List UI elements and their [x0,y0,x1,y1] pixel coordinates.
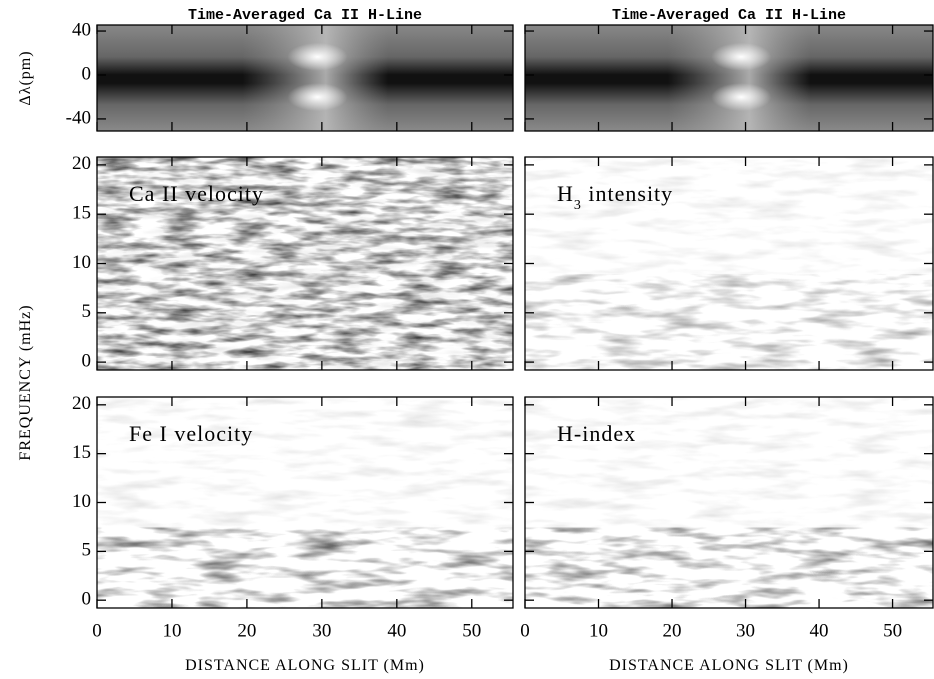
y-tick-label: 10 [72,252,91,273]
spectrum-image [711,83,772,112]
power-image [97,397,513,608]
power-image [525,397,933,608]
spectrum-image [287,83,348,112]
annotation-part: H [557,181,574,206]
annotation-part: intensity [582,181,673,206]
x-tick-label: 40 [387,620,406,641]
spectrum-image [711,42,772,71]
y-tick-label: 5 [82,540,92,561]
x-tick-label: 20 [663,620,682,641]
panel-annotation: H3 intensity [557,181,673,213]
y-tick-label: 20 [72,153,91,174]
x-tick-label: 0 [520,620,530,641]
y-tick-label: -40 [66,107,91,128]
panel-annotation: Ca II velocity [129,181,264,206]
x-axis-label: DISTANCE ALONG SLIT (Mm) [185,657,425,674]
y-tick-label: 5 [82,301,92,322]
x-tick-label: 40 [810,620,829,641]
spectrum-image [287,42,348,71]
plot-frame [524,24,934,132]
power-image [97,157,513,370]
x-tick-label: 10 [589,620,608,641]
x-tick-label: 50 [883,620,902,641]
plot-frame [96,24,514,132]
panel-title: Time-Averaged Ca II H-Line [188,7,422,24]
y-tick-label: 40 [72,19,91,40]
y-tick-label: 0 [82,63,92,84]
spectrum-image [525,25,933,131]
x-tick-label: 0 [92,620,102,641]
power-image [525,157,933,370]
y-tick-label: 15 [72,442,91,463]
y-axis-label: FREQUENCY (mHz) [17,304,34,460]
x-tick-label: 30 [736,620,755,641]
x-tick-label: 20 [237,620,256,641]
spectrum-image [97,25,513,131]
y-tick-label: 0 [82,589,92,610]
x-tick-label: 50 [462,620,481,641]
x-tick-label: 10 [162,620,181,641]
panel-annotation: Fe I velocity [129,421,253,446]
y-tick-label: 20 [72,393,91,414]
y-tick-label: 10 [72,491,91,512]
x-axis-label: DISTANCE ALONG SLIT (Mm) [609,657,849,674]
panel-annotation: H-index [557,421,636,446]
y-tick-label: 0 [82,350,92,371]
panel-title: Time-Averaged Ca II H-Line [612,7,846,24]
y-tick-label: 15 [72,203,91,224]
y-axis-label: Δλ(pm) [17,50,34,105]
x-tick-label: 30 [312,620,331,641]
annotation-part: 3 [574,198,582,213]
